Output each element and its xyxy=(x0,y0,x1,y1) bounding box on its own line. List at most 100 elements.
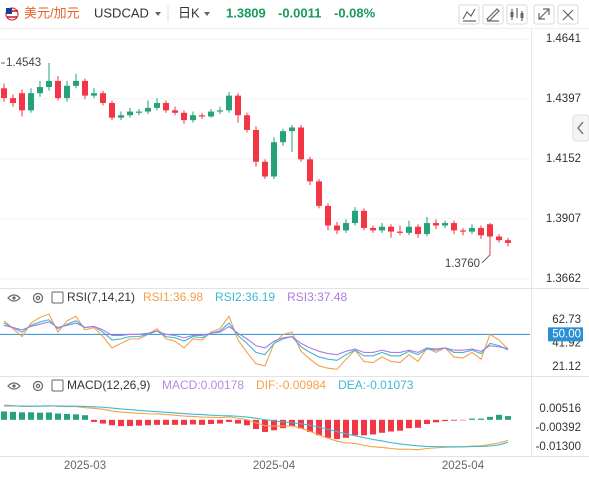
period[interactable]: 日K xyxy=(178,5,200,20)
macd-bar xyxy=(127,419,133,427)
indicator-title: MACD(12,26,9) xyxy=(67,378,150,392)
candle-body xyxy=(226,95,232,111)
dropdown-arrow[interactable] xyxy=(204,12,210,16)
macd-bar xyxy=(361,419,367,436)
candle-body xyxy=(289,127,295,132)
candle-body xyxy=(442,223,448,226)
chart-type-icon xyxy=(510,12,514,17)
candle-body xyxy=(55,80,61,99)
macd-bar xyxy=(100,419,106,424)
candle-body xyxy=(64,85,70,99)
candle-body xyxy=(280,131,286,143)
candle-body xyxy=(325,205,331,226)
macd-bar xyxy=(478,418,484,420)
flag-canton xyxy=(6,8,12,14)
macd-bar xyxy=(190,419,196,425)
macd-bar xyxy=(208,419,214,425)
candle-body xyxy=(316,181,322,206)
y-tick-label: -0.00392 xyxy=(536,422,581,434)
candle-body xyxy=(298,127,304,160)
y-tick-label: 1.4152 xyxy=(546,153,581,165)
candle-body xyxy=(370,227,376,231)
last-price: 1.3809 xyxy=(226,5,266,20)
candle-body xyxy=(253,129,259,162)
indicator-icon xyxy=(462,8,476,22)
candle-body xyxy=(352,210,358,224)
macd-bar xyxy=(136,419,142,426)
visibility-icon xyxy=(12,384,16,388)
candle-body xyxy=(424,223,430,235)
x-tick-label: 2025-03 xyxy=(64,460,106,472)
candle-body xyxy=(37,87,43,94)
symbol-code[interactable]: USDCAD xyxy=(94,5,149,20)
candle-body xyxy=(262,161,268,177)
candle-body xyxy=(415,226,421,235)
macd-bar xyxy=(253,419,259,430)
collapse-button[interactable] xyxy=(572,114,589,142)
macd-bar xyxy=(424,419,430,425)
candle-body xyxy=(505,240,511,243)
indicator-checkbox[interactable] xyxy=(51,379,64,392)
macd-bar xyxy=(451,419,457,421)
settings-icon xyxy=(35,383,41,389)
macd-bar xyxy=(388,419,394,432)
legend-entry: DIF:-0.00984 xyxy=(256,378,326,392)
legend-entry: DEA:-0.01073 xyxy=(338,378,414,392)
macd-bar xyxy=(442,419,448,422)
visibility-icon[interactable] xyxy=(7,294,21,302)
close-icon xyxy=(562,9,574,21)
candle-body xyxy=(73,80,79,86)
legend-entry: RSI3:37.48 xyxy=(287,290,347,304)
x-tick-label: 2025-04 xyxy=(253,460,296,472)
y-tick-label: 50.00 xyxy=(552,328,581,340)
candle-body xyxy=(406,226,412,233)
settings-icon[interactable] xyxy=(32,380,44,392)
candle-body xyxy=(235,95,241,116)
candle-body xyxy=(46,80,52,88)
macd-bar xyxy=(64,413,70,420)
indicator-checkbox[interactable] xyxy=(51,291,64,304)
macd-bar xyxy=(82,415,88,420)
y-tick-label: 21.12 xyxy=(552,361,581,373)
y-tick-label: 1.3662 xyxy=(546,273,581,285)
macd-bar xyxy=(505,416,511,420)
candle-body xyxy=(451,223,457,231)
macd-bar xyxy=(235,419,241,424)
macd-bar xyxy=(91,419,97,422)
macd-bar xyxy=(28,412,34,420)
macd-bar xyxy=(379,419,385,433)
macd-bar xyxy=(19,412,25,420)
min-marker xyxy=(481,254,491,264)
candle-body xyxy=(181,112,187,121)
macd-bar xyxy=(217,419,223,424)
macd-bar xyxy=(271,419,277,431)
candle-body xyxy=(388,226,394,232)
candle-body xyxy=(127,111,133,116)
symbol-name[interactable]: 美元/加元 xyxy=(24,5,80,20)
macd-bar xyxy=(1,411,7,420)
visibility-icon[interactable] xyxy=(7,382,21,390)
macd-bar xyxy=(406,419,412,429)
candle-body xyxy=(397,231,403,233)
candle-body xyxy=(10,98,16,103)
macd-bar xyxy=(334,419,340,440)
max-label: 1.4543 xyxy=(6,57,41,69)
chart-type-icon xyxy=(520,13,524,18)
candle-body xyxy=(82,80,88,96)
macd-bar xyxy=(469,418,475,420)
dropdown-arrow[interactable] xyxy=(155,12,161,16)
fullscreen-icon xyxy=(538,8,550,20)
candle-body xyxy=(487,224,493,237)
macd-bar xyxy=(118,419,124,427)
candle-body xyxy=(100,93,106,103)
macd-bar xyxy=(397,419,403,431)
candle-body xyxy=(217,110,223,112)
settings-icon[interactable] xyxy=(32,292,44,304)
candle-body xyxy=(172,110,178,113)
candle-body xyxy=(163,102,169,111)
candle-body xyxy=(460,230,466,232)
price-change-pct: -0.08% xyxy=(334,5,376,20)
x-tick-label: 2025-04 xyxy=(442,460,485,472)
macd-bar xyxy=(145,419,151,426)
